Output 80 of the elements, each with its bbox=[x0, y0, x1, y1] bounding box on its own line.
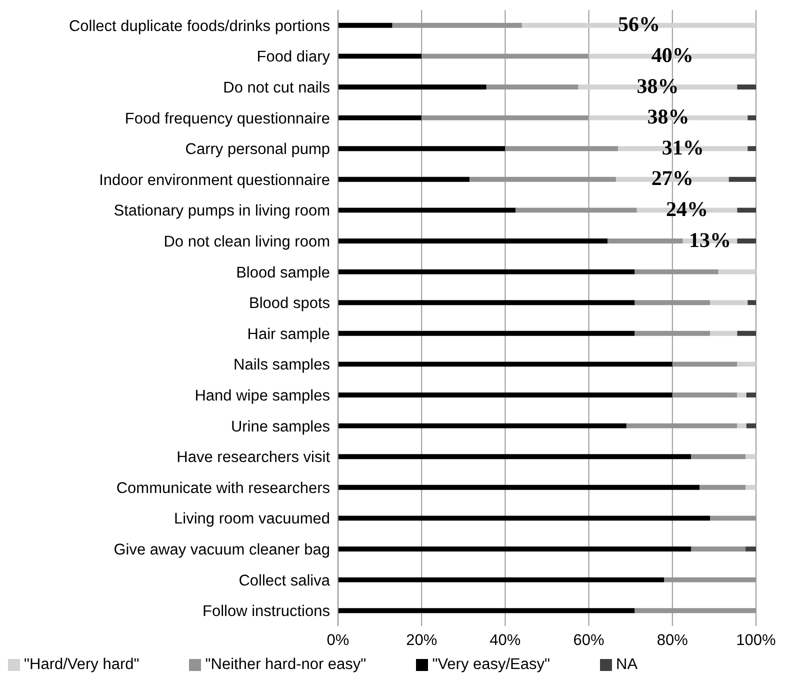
bar bbox=[746, 546, 756, 552]
bar bbox=[338, 484, 700, 490]
bar bbox=[338, 608, 635, 614]
bar bbox=[338, 238, 608, 244]
bar bbox=[737, 362, 756, 367]
bar bbox=[338, 208, 516, 213]
bar bbox=[710, 330, 738, 336]
bar bbox=[338, 362, 672, 367]
bar bbox=[691, 454, 746, 460]
legend-label: "Neither hard-nor easy" bbox=[205, 656, 366, 673]
y-tick-label: Nails samples bbox=[234, 356, 330, 374]
bar bbox=[737, 84, 756, 90]
bar bbox=[746, 423, 756, 428]
y-tick-label: Collect saliva bbox=[238, 572, 330, 590]
bar bbox=[338, 84, 486, 90]
data-label: 13% bbox=[689, 228, 732, 252]
y-tick-label: Hand wipe samples bbox=[194, 388, 330, 405]
bar bbox=[748, 115, 756, 120]
data-label: 24% bbox=[666, 197, 708, 222]
y-tick-label: Hair sample bbox=[247, 326, 330, 343]
y-tick-label: Do not cut nails bbox=[223, 80, 330, 97]
bar bbox=[710, 300, 748, 306]
bar bbox=[338, 330, 635, 336]
bar bbox=[338, 269, 635, 274]
bar bbox=[737, 330, 756, 336]
y-tick-label: Give away vacuum cleaner bag bbox=[114, 542, 330, 559]
bar bbox=[737, 238, 756, 244]
bar bbox=[737, 208, 756, 213]
y-tick-label: Urine samples bbox=[230, 418, 330, 436]
bar bbox=[718, 269, 756, 274]
bar bbox=[338, 454, 692, 460]
x-tick-label: 40% bbox=[490, 632, 521, 650]
y-tick-label: Blood spots bbox=[249, 295, 330, 312]
bar bbox=[338, 22, 392, 28]
data-label: 38% bbox=[636, 74, 679, 98]
y-tick-label: Follow instructions bbox=[202, 603, 330, 620]
bar bbox=[338, 516, 710, 521]
x-tick-label: 60% bbox=[573, 632, 605, 650]
bar bbox=[338, 115, 422, 120]
data-label: 27% bbox=[651, 166, 694, 190]
bar bbox=[338, 546, 692, 552]
data-label: 40% bbox=[651, 43, 694, 68]
x-tick-label: 20% bbox=[406, 632, 438, 650]
bar bbox=[748, 146, 756, 152]
y-tick-label: Living room vacuumed bbox=[174, 510, 330, 528]
y-tick-label: Collect duplicate foods/drinks portions bbox=[68, 18, 330, 35]
bar bbox=[338, 176, 470, 182]
bar bbox=[338, 54, 422, 59]
bar bbox=[746, 484, 756, 490]
y-tick-label: Indoor environment questionnaire bbox=[99, 172, 330, 189]
bar bbox=[338, 392, 672, 398]
x-tick-label: 80% bbox=[656, 632, 688, 650]
y-tick-label: Carry personal pump bbox=[185, 141, 330, 158]
bar bbox=[746, 392, 756, 398]
y-tick-label: Food diary bbox=[256, 48, 330, 66]
y-tick-label: Food frequency questionnaire bbox=[124, 110, 330, 128]
bar bbox=[748, 300, 756, 306]
legend-label: "Very easy/Easy" bbox=[432, 656, 550, 673]
bar bbox=[737, 392, 746, 398]
bar bbox=[338, 300, 635, 306]
bar bbox=[691, 546, 746, 552]
data-label: 56% bbox=[618, 12, 660, 36]
y-tick-label: Do not clean living room bbox=[164, 234, 330, 251]
data-label: 31% bbox=[662, 135, 704, 160]
bar bbox=[737, 423, 746, 428]
bar bbox=[746, 454, 756, 460]
x-tick-label: 0% bbox=[326, 632, 350, 650]
y-tick-label: Blood sample bbox=[236, 264, 330, 282]
bar bbox=[728, 176, 756, 182]
y-tick-label: Have researchers visit bbox=[176, 449, 331, 466]
legend-label: "Hard/Very hard" bbox=[24, 656, 140, 673]
y-tick-label: Communicate with researchers bbox=[116, 480, 330, 497]
bar bbox=[338, 577, 664, 582]
bar bbox=[338, 146, 506, 152]
legend-label: NA bbox=[616, 656, 638, 673]
x-tick-label: 100% bbox=[736, 632, 776, 650]
bar bbox=[338, 423, 626, 428]
data-label: 38% bbox=[647, 104, 690, 129]
bar bbox=[700, 484, 746, 490]
y-tick-label: Stationary pumps in living room bbox=[114, 202, 330, 220]
